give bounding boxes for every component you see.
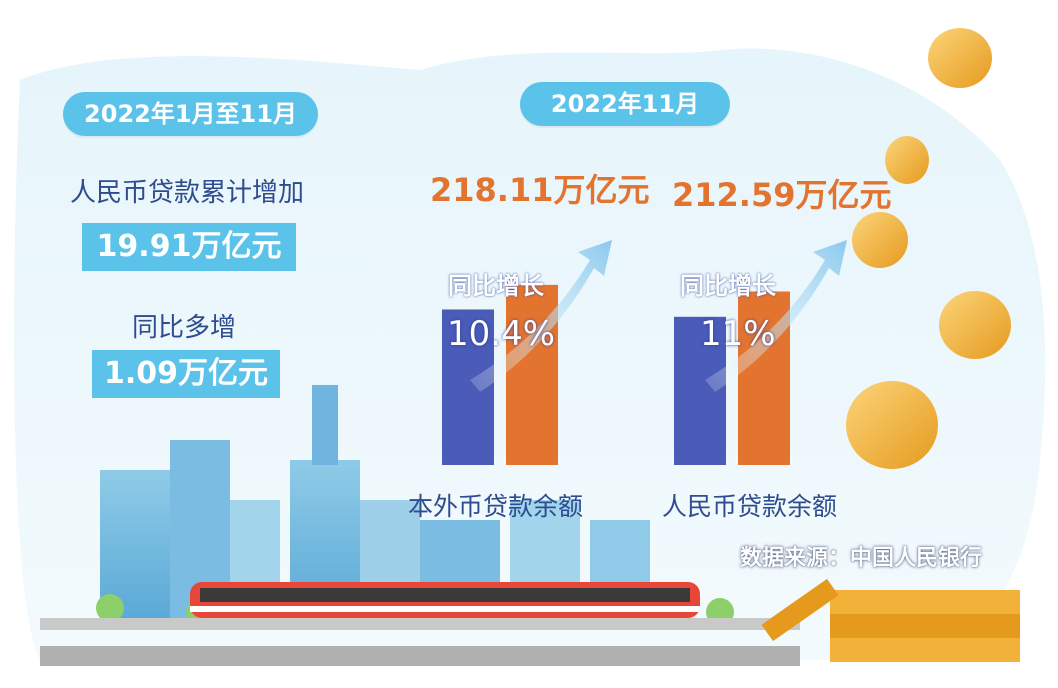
category-label-1: 本外币贷款余额 [408,492,584,521]
growth-rate-1: 10.4% [447,314,556,354]
yoy-more-value: 1.09万亿元 [92,350,280,398]
growth-label-2: 同比增长 [680,272,776,300]
cumulative-value: 19.91万亿元 [82,223,296,271]
category-label-2: 人民币贷款余额 [662,492,838,521]
cumulative-label: 人民币贷款累计增加 [70,178,305,208]
road [40,646,800,666]
data-source: 数据来源：中国人民银行 [740,546,983,571]
growth-rate-2: 11% [700,314,776,354]
yoy-more-label: 同比多增 [132,313,237,343]
train [190,582,700,618]
period-pill-right: 2022年11月 [520,82,730,126]
elevated-track [40,618,800,630]
period-pill-left: 2022年1月至11月 [63,92,318,136]
building [312,385,338,465]
bar-value-label-2: 212.59万亿元 [672,176,892,214]
bar-value-label-1: 218.11万亿元 [430,171,650,209]
coins [761,28,1020,662]
growth-label-1: 同比增长 [448,272,544,300]
